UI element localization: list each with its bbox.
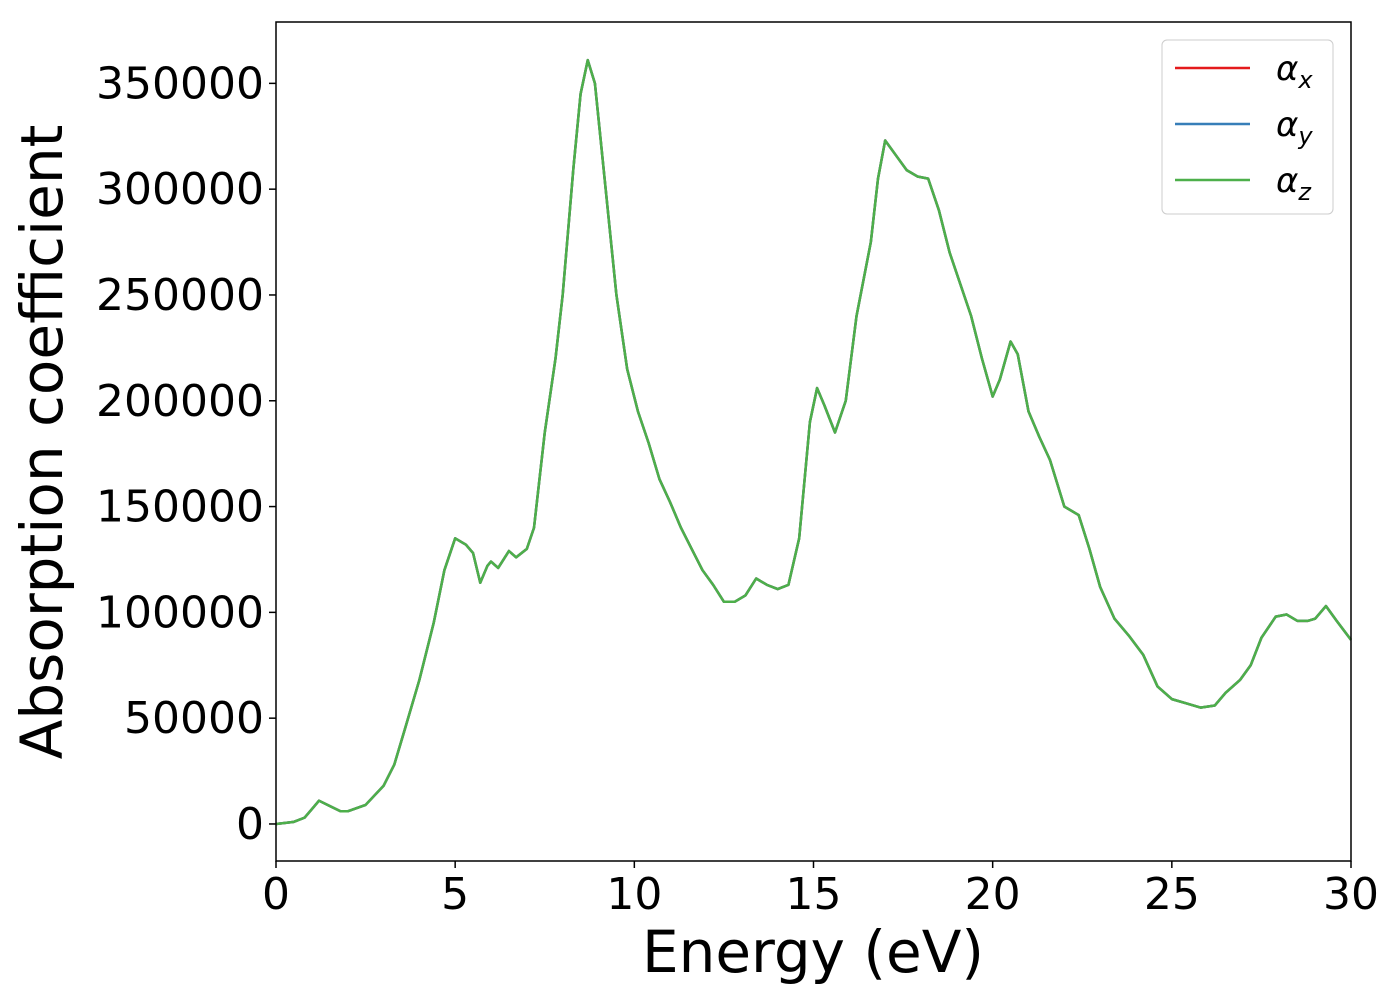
y-tick-label: 100000 bbox=[96, 587, 264, 638]
y-tick-label: 350000 bbox=[96, 58, 264, 109]
x-tick-label: 30 bbox=[1323, 869, 1379, 920]
y-tick-label: 200000 bbox=[96, 376, 264, 427]
x-tick-label: 10 bbox=[606, 869, 662, 920]
legend-box bbox=[1161, 39, 1334, 215]
data-line bbox=[275, 58, 1352, 826]
y-axis-label: Absorption coefficient bbox=[8, 125, 76, 760]
y-tick-label: 0 bbox=[236, 799, 264, 850]
x-tick-label: 25 bbox=[1144, 869, 1200, 920]
x-tick-label: 5 bbox=[441, 869, 469, 920]
x-axis-label: Energy (eV) bbox=[642, 918, 984, 986]
legend-label: αz bbox=[1276, 161, 1312, 206]
y-tick-label: 50000 bbox=[124, 693, 264, 744]
x-tick-label: 15 bbox=[786, 869, 842, 920]
x-tick-label: 0 bbox=[262, 869, 290, 920]
legend-label: αx bbox=[1276, 49, 1313, 94]
y-tick-label: 150000 bbox=[96, 482, 264, 533]
y-tick-label: 250000 bbox=[96, 270, 264, 321]
x-tick-label: 20 bbox=[965, 869, 1021, 920]
axes-frame bbox=[275, 21, 1352, 862]
y-tick-label: 300000 bbox=[96, 164, 264, 215]
legend-label: αy bbox=[1276, 105, 1313, 150]
